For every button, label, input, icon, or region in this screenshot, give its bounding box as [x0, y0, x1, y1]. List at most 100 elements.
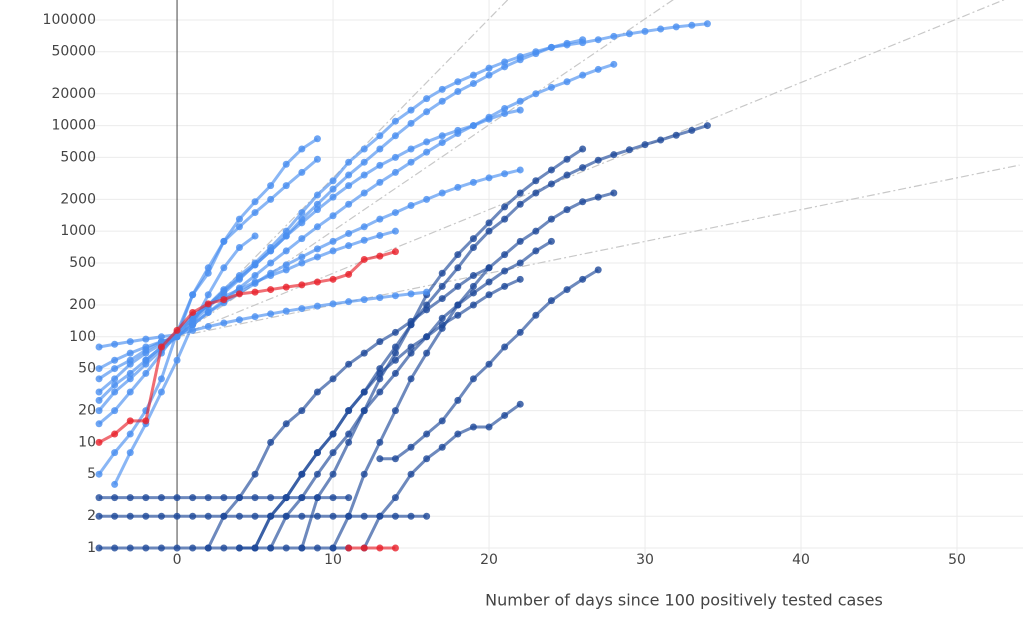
data-point: [438, 97, 446, 105]
data-point: [407, 145, 415, 153]
y-tick-label: 200: [69, 297, 96, 313]
data-point: [235, 512, 243, 520]
data-point: [267, 259, 275, 267]
data-point: [532, 50, 540, 58]
data-point: [189, 291, 197, 299]
data-point: [220, 296, 228, 304]
data-point: [157, 512, 165, 520]
data-point: [95, 438, 103, 446]
y-tick-label: 500: [69, 255, 96, 271]
data-point: [516, 166, 524, 174]
data-point: [313, 278, 321, 286]
data-point: [298, 145, 306, 153]
data-point: [267, 272, 275, 280]
data-point: [501, 411, 509, 419]
data-point: [267, 195, 275, 203]
data-point: [485, 423, 493, 431]
data-point: [501, 63, 509, 71]
data-point: [563, 39, 571, 47]
data-point: [360, 223, 368, 231]
data-point: [111, 356, 119, 364]
data-point: [360, 544, 368, 552]
data-point: [345, 242, 353, 250]
data-point: [532, 189, 540, 197]
data-point: [376, 252, 384, 260]
data-point: [313, 449, 321, 457]
data-point: [391, 369, 399, 377]
data-point: [313, 223, 321, 231]
data-point: [454, 264, 462, 272]
data-point: [423, 288, 431, 296]
data-point: [532, 90, 540, 98]
data-point: [360, 158, 368, 166]
data-point: [142, 417, 150, 425]
data-point: [610, 32, 618, 40]
data-point: [126, 349, 134, 357]
data-point: [407, 158, 415, 166]
data-point: [391, 248, 399, 256]
data-point: [251, 288, 259, 296]
data-point: [454, 311, 462, 319]
data-point: [360, 236, 368, 244]
data-point: [157, 388, 165, 396]
data-point: [282, 307, 290, 315]
data-point: [610, 151, 618, 159]
data-point: [298, 281, 306, 289]
data-point: [282, 247, 290, 255]
data-point: [391, 117, 399, 125]
data-point: [220, 512, 228, 520]
data-point: [282, 232, 290, 240]
data-point: [251, 544, 259, 552]
data-point: [360, 388, 368, 396]
data-point: [329, 275, 337, 283]
data-point: [579, 275, 587, 283]
y-tick-label: 10000: [51, 118, 96, 134]
data-point: [579, 71, 587, 79]
data-point: [376, 232, 384, 240]
data-point: [485, 278, 493, 286]
data-point: [391, 153, 399, 161]
data-point: [345, 512, 353, 520]
data-point: [126, 449, 134, 457]
data-point: [547, 83, 555, 91]
data-point: [298, 259, 306, 267]
data-point: [563, 286, 571, 294]
data-point: [376, 178, 384, 186]
data-point: [95, 365, 103, 373]
reference-line: [176, 164, 1020, 338]
data-point: [329, 512, 337, 520]
data-point: [454, 301, 462, 309]
data-point: [313, 494, 321, 502]
data-point: [407, 317, 415, 325]
data-point: [391, 168, 399, 176]
series-line: [113, 234, 256, 486]
data-point: [235, 316, 243, 324]
x-tick-label: 0: [173, 552, 182, 568]
data-point: [298, 512, 306, 520]
data-point: [126, 369, 134, 377]
data-point: [579, 164, 587, 172]
data-point: [329, 185, 337, 193]
data-point: [111, 381, 119, 389]
data-point: [111, 480, 119, 488]
data-point: [235, 544, 243, 552]
data-point: [329, 470, 337, 478]
x-tick-label: 20: [480, 552, 498, 568]
data-point: [298, 305, 306, 313]
data-point: [438, 417, 446, 425]
data-point: [376, 215, 384, 223]
data-point: [391, 349, 399, 357]
data-point: [157, 494, 165, 502]
data-point: [220, 544, 228, 552]
data-point: [485, 227, 493, 235]
data-point: [251, 198, 259, 206]
data-point: [407, 375, 415, 383]
data-point: [532, 247, 540, 255]
data-point: [313, 155, 321, 163]
data-point: [204, 264, 212, 272]
data-point: [142, 335, 150, 343]
data-point: [282, 420, 290, 428]
data-point: [298, 544, 306, 552]
data-point: [547, 180, 555, 188]
data-point: [360, 470, 368, 478]
